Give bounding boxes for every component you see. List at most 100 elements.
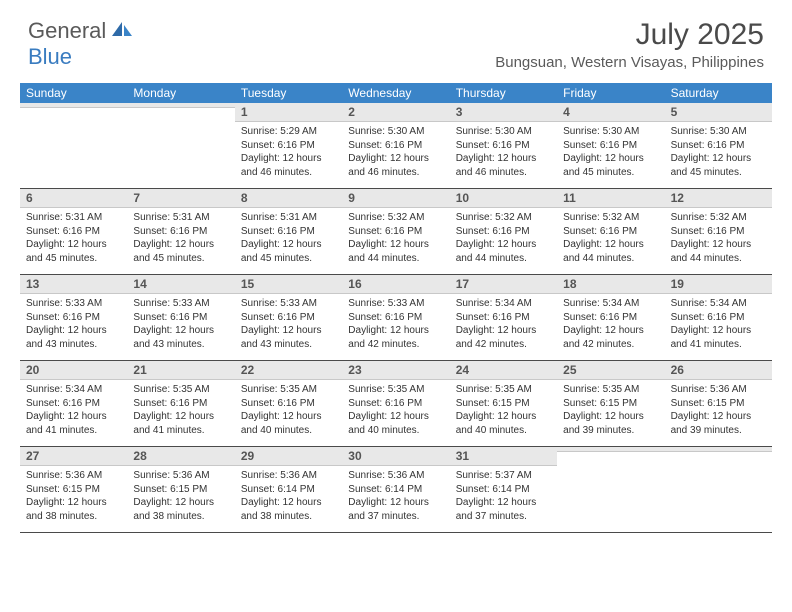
- daylight-text: Daylight: 12 hours and 40 minutes.: [348, 410, 443, 437]
- weekday-thursday: Thursday: [450, 83, 557, 103]
- day-number: 30: [342, 447, 449, 466]
- sunset-text: Sunset: 6:16 PM: [456, 139, 551, 153]
- day-cell: 22Sunrise: 5:35 AMSunset: 6:16 PMDayligh…: [235, 361, 342, 447]
- sunset-text: Sunset: 6:14 PM: [456, 483, 551, 497]
- day-cell: 15Sunrise: 5:33 AMSunset: 6:16 PMDayligh…: [235, 275, 342, 361]
- sunset-text: Sunset: 6:16 PM: [563, 225, 658, 239]
- sunset-text: Sunset: 6:16 PM: [348, 139, 443, 153]
- day-number: 18: [557, 275, 664, 294]
- day-number: 4: [557, 103, 664, 122]
- sunset-text: Sunset: 6:16 PM: [563, 139, 658, 153]
- sunrise-text: Sunrise: 5:29 AM: [241, 125, 336, 139]
- day-cell: 10Sunrise: 5:32 AMSunset: 6:16 PMDayligh…: [450, 189, 557, 275]
- day-number: 27: [20, 447, 127, 466]
- day-content: Sunrise: 5:32 AMSunset: 6:16 PMDaylight:…: [665, 208, 772, 275]
- logo-text-general: General: [28, 18, 106, 44]
- daylight-text: Daylight: 12 hours and 42 minutes.: [563, 324, 658, 351]
- day-content: Sunrise: 5:35 AMSunset: 6:15 PMDaylight:…: [557, 380, 664, 447]
- weekday-saturday: Saturday: [665, 83, 772, 103]
- sunrise-text: Sunrise: 5:33 AM: [26, 297, 121, 311]
- day-cell: 31Sunrise: 5:37 AMSunset: 6:14 PMDayligh…: [450, 447, 557, 533]
- daylight-text: Daylight: 12 hours and 43 minutes.: [133, 324, 228, 351]
- title-block: July 2025 Bungsuan, Western Visayas, Phi…: [495, 18, 764, 71]
- daylight-text: Daylight: 12 hours and 42 minutes.: [456, 324, 551, 351]
- day-cell: 11Sunrise: 5:32 AMSunset: 6:16 PMDayligh…: [557, 189, 664, 275]
- sunset-text: Sunset: 6:15 PM: [671, 397, 766, 411]
- day-number: 3: [450, 103, 557, 122]
- sunrise-text: Sunrise: 5:33 AM: [348, 297, 443, 311]
- sunrise-text: Sunrise: 5:35 AM: [563, 383, 658, 397]
- daylight-text: Daylight: 12 hours and 41 minutes.: [133, 410, 228, 437]
- logo-sail-icon: [110, 20, 136, 43]
- day-cell: [665, 447, 772, 533]
- sunrise-text: Sunrise: 5:31 AM: [133, 211, 228, 225]
- day-content: Sunrise: 5:31 AMSunset: 6:16 PMDaylight:…: [20, 208, 127, 275]
- sunset-text: Sunset: 6:16 PM: [241, 139, 336, 153]
- daylight-text: Daylight: 12 hours and 43 minutes.: [241, 324, 336, 351]
- day-cell: 9Sunrise: 5:32 AMSunset: 6:16 PMDaylight…: [342, 189, 449, 275]
- day-number: 10: [450, 189, 557, 208]
- day-content: Sunrise: 5:36 AMSunset: 6:15 PMDaylight:…: [20, 466, 127, 533]
- day-number: 24: [450, 361, 557, 380]
- daylight-text: Daylight: 12 hours and 42 minutes.: [348, 324, 443, 351]
- day-cell: 23Sunrise: 5:35 AMSunset: 6:16 PMDayligh…: [342, 361, 449, 447]
- day-cell: 24Sunrise: 5:35 AMSunset: 6:15 PMDayligh…: [450, 361, 557, 447]
- month-title: July 2025: [495, 18, 764, 52]
- daylight-text: Daylight: 12 hours and 46 minutes.: [348, 152, 443, 179]
- day-number: 22: [235, 361, 342, 380]
- day-content: Sunrise: 5:35 AMSunset: 6:15 PMDaylight:…: [450, 380, 557, 447]
- sunset-text: Sunset: 6:16 PM: [456, 225, 551, 239]
- week-row: 1Sunrise: 5:29 AMSunset: 6:16 PMDaylight…: [20, 103, 772, 189]
- day-content: Sunrise: 5:32 AMSunset: 6:16 PMDaylight:…: [557, 208, 664, 275]
- weekday-wednesday: Wednesday: [342, 83, 449, 103]
- day-content: Sunrise: 5:30 AMSunset: 6:16 PMDaylight:…: [450, 122, 557, 189]
- day-number: 25: [557, 361, 664, 380]
- weekday-header-row: Sunday Monday Tuesday Wednesday Thursday…: [20, 83, 772, 103]
- day-content: Sunrise: 5:32 AMSunset: 6:16 PMDaylight:…: [450, 208, 557, 275]
- sunrise-text: Sunrise: 5:37 AM: [456, 469, 551, 483]
- day-content: Sunrise: 5:33 AMSunset: 6:16 PMDaylight:…: [127, 294, 234, 361]
- day-cell: 2Sunrise: 5:30 AMSunset: 6:16 PMDaylight…: [342, 103, 449, 189]
- day-cell: 17Sunrise: 5:34 AMSunset: 6:16 PMDayligh…: [450, 275, 557, 361]
- day-content: [665, 452, 772, 533]
- day-content: Sunrise: 5:36 AMSunset: 6:15 PMDaylight:…: [127, 466, 234, 533]
- sunrise-text: Sunrise: 5:32 AM: [563, 211, 658, 225]
- sunrise-text: Sunrise: 5:32 AM: [456, 211, 551, 225]
- day-number: 2: [342, 103, 449, 122]
- day-number: 12: [665, 189, 772, 208]
- sunset-text: Sunset: 6:15 PM: [133, 483, 228, 497]
- day-number: 16: [342, 275, 449, 294]
- sunset-text: Sunset: 6:16 PM: [133, 397, 228, 411]
- daylight-text: Daylight: 12 hours and 40 minutes.: [241, 410, 336, 437]
- day-cell: 19Sunrise: 5:34 AMSunset: 6:16 PMDayligh…: [665, 275, 772, 361]
- daylight-text: Daylight: 12 hours and 41 minutes.: [26, 410, 121, 437]
- daylight-text: Daylight: 12 hours and 43 minutes.: [26, 324, 121, 351]
- daylight-text: Daylight: 12 hours and 45 minutes.: [241, 238, 336, 265]
- day-content: Sunrise: 5:33 AMSunset: 6:16 PMDaylight:…: [342, 294, 449, 361]
- day-content: Sunrise: 5:34 AMSunset: 6:16 PMDaylight:…: [557, 294, 664, 361]
- sunset-text: Sunset: 6:15 PM: [563, 397, 658, 411]
- day-number: 15: [235, 275, 342, 294]
- day-content: Sunrise: 5:31 AMSunset: 6:16 PMDaylight:…: [127, 208, 234, 275]
- day-number: 14: [127, 275, 234, 294]
- day-cell: 30Sunrise: 5:36 AMSunset: 6:14 PMDayligh…: [342, 447, 449, 533]
- daylight-text: Daylight: 12 hours and 44 minutes.: [671, 238, 766, 265]
- day-cell: 29Sunrise: 5:36 AMSunset: 6:14 PMDayligh…: [235, 447, 342, 533]
- day-content: Sunrise: 5:29 AMSunset: 6:16 PMDaylight:…: [235, 122, 342, 189]
- day-number: 23: [342, 361, 449, 380]
- weekday-monday: Monday: [127, 83, 234, 103]
- day-content: Sunrise: 5:36 AMSunset: 6:14 PMDaylight:…: [342, 466, 449, 533]
- sunset-text: Sunset: 6:16 PM: [241, 397, 336, 411]
- day-cell: [127, 103, 234, 189]
- day-number: 11: [557, 189, 664, 208]
- sunrise-text: Sunrise: 5:31 AM: [26, 211, 121, 225]
- daylight-text: Daylight: 12 hours and 38 minutes.: [26, 496, 121, 523]
- day-cell: [20, 103, 127, 189]
- logo: General: [28, 18, 138, 44]
- sunrise-text: Sunrise: 5:30 AM: [671, 125, 766, 139]
- day-content: Sunrise: 5:30 AMSunset: 6:16 PMDaylight:…: [342, 122, 449, 189]
- sunset-text: Sunset: 6:15 PM: [26, 483, 121, 497]
- day-content: Sunrise: 5:30 AMSunset: 6:16 PMDaylight:…: [665, 122, 772, 189]
- daylight-text: Daylight: 12 hours and 39 minutes.: [563, 410, 658, 437]
- sunset-text: Sunset: 6:15 PM: [456, 397, 551, 411]
